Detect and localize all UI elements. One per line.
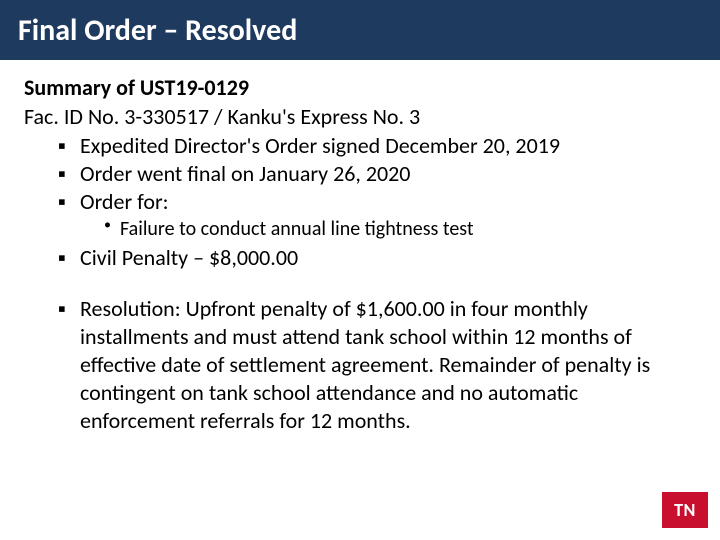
resolution-bullet: Resolution: Upfront penalty of $1,600.00… — [58, 295, 692, 436]
bullet-list-1: Expedited Director's Order signed Decemb… — [24, 132, 692, 216]
sub-bullet-list: Failure to conduct annual line tightness… — [24, 216, 692, 242]
slide-body: Summary of UST19-0129 Fac. ID No. 3-3305… — [0, 60, 720, 435]
slide-header: Final Order – Resolved — [0, 0, 720, 60]
sub-bullet-item: Failure to conduct annual line tightness… — [104, 216, 692, 242]
bullet-list-2: Civil Penalty – $8,000.00 — [24, 244, 692, 272]
resolution-list: Resolution: Upfront penalty of $1,600.00… — [24, 295, 692, 436]
facility-line: Fac. ID No. 3-330517 / Kanku's Express N… — [24, 103, 692, 130]
tn-logo: TN — [662, 492, 708, 528]
tn-logo-text: TN — [674, 499, 696, 521]
bullet-item: Order for: — [58, 188, 692, 216]
summary-title: Summary of UST19-0129 — [24, 74, 692, 101]
bullet-item: Expedited Director's Order signed Decemb… — [58, 132, 692, 160]
slide-title: Final Order – Resolved — [18, 12, 297, 49]
penalty-bullet: Civil Penalty – $8,000.00 — [58, 244, 692, 272]
bullet-item: Order went final on January 26, 2020 — [58, 160, 692, 188]
